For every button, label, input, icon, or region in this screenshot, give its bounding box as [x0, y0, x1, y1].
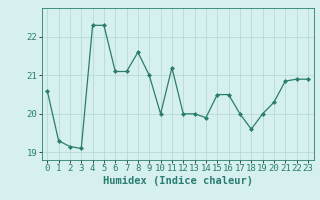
X-axis label: Humidex (Indice chaleur): Humidex (Indice chaleur)	[103, 176, 252, 186]
